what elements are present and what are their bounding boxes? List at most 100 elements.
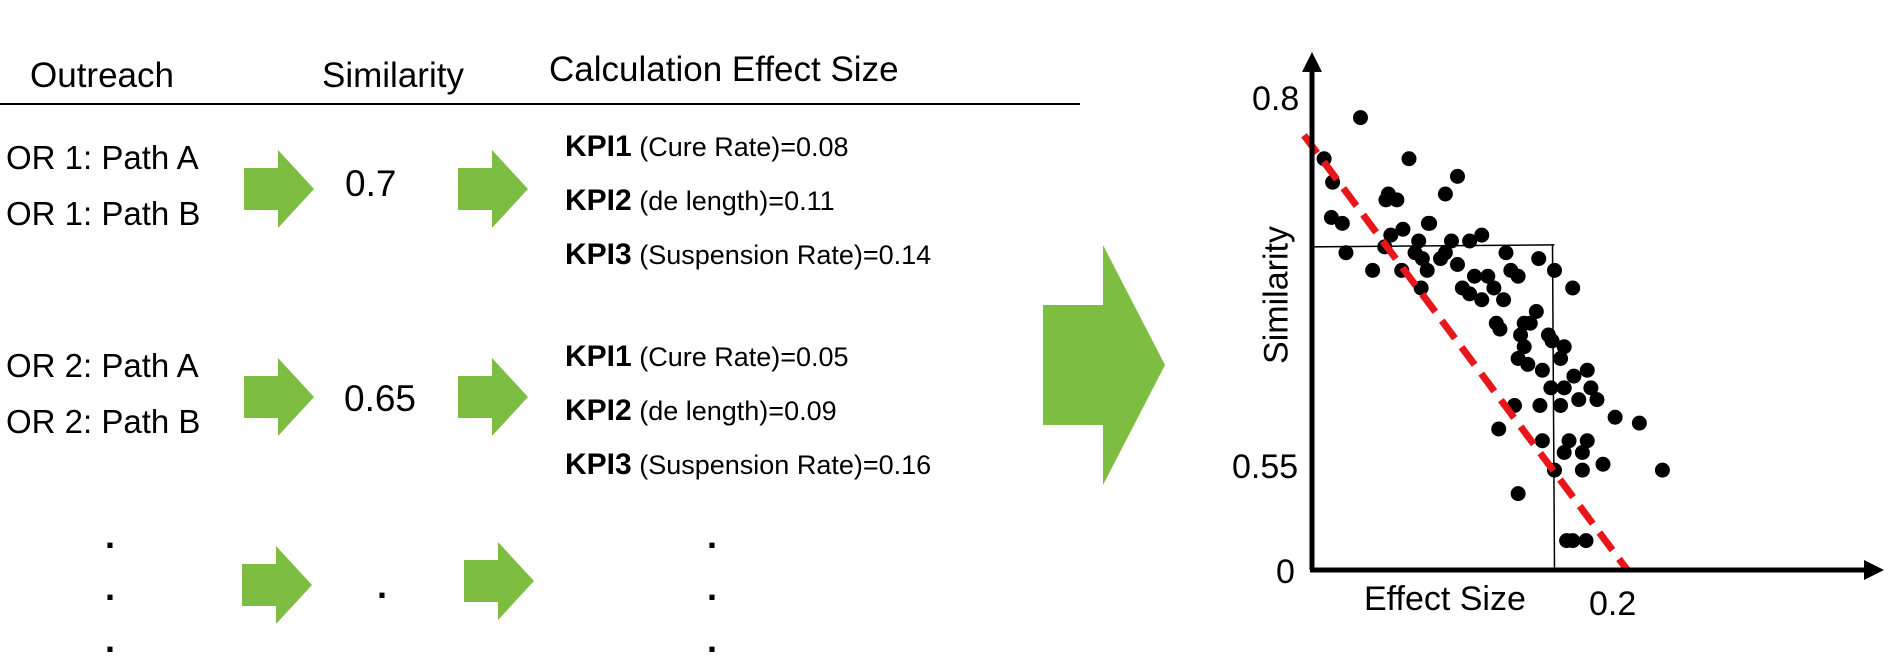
scatter-point — [1462, 233, 1478, 249]
scatter-point — [1561, 433, 1577, 449]
y-tick-max: 0.8 — [1252, 80, 1300, 118]
scatter-point — [1556, 339, 1572, 355]
group1-kpi3: KPI3 (Suspension Rate)=0.14 — [565, 238, 932, 271]
scatter-point — [1513, 327, 1529, 343]
scatter-point — [1401, 151, 1417, 167]
scatter-point — [1583, 380, 1599, 396]
scatter-point — [1565, 280, 1581, 296]
scatter-point — [1378, 192, 1394, 208]
scatter-point — [1450, 168, 1465, 184]
scatter-point — [1532, 398, 1548, 413]
scatter-point — [1579, 362, 1595, 378]
y-tick-mid: 0.55 — [1232, 448, 1299, 486]
arrow-right-icon — [464, 542, 534, 620]
reference-line-horizontal — [1311, 244, 1555, 248]
group1-similarity: 0.7 — [345, 163, 397, 204]
scatter-point — [1556, 380, 1572, 396]
y-axis-arrowhead-icon — [1302, 52, 1322, 72]
effect-size-ellipsis: . . . — [706, 515, 717, 660]
scatter-point — [1534, 433, 1550, 449]
y-tick-zero: 0 — [1276, 553, 1295, 591]
scatter-point — [1510, 486, 1526, 502]
scatter-point — [1450, 257, 1465, 272]
scatter-point — [1566, 368, 1582, 384]
x-tick-ref: 0.2 — [1589, 585, 1637, 623]
scatter-point — [1389, 192, 1405, 208]
group1-outreach-a: OR 1: Path A — [6, 139, 199, 176]
group2-kpi-list: KPI1 (Cure Rate)=0.05 KPI2 (de length)=0… — [565, 330, 931, 492]
scatter-points — [1316, 110, 1670, 549]
x-axis-arrowhead-icon — [1864, 560, 1884, 580]
big-arrow-right-icon — [1043, 245, 1165, 485]
scatter-point — [1437, 186, 1453, 202]
group1-kpi1: KPI1 (Cure Rate)=0.08 — [565, 130, 849, 163]
scatter-point — [1474, 292, 1490, 308]
scatter-point — [1414, 251, 1430, 267]
group1-outreach-b: OR 1: Path B — [6, 195, 201, 232]
scatter-point — [1474, 227, 1490, 243]
group1-kpi-list: KPI1 (Cure Rate)=0.08 KPI2 (de length)=0… — [565, 120, 931, 282]
scatter-point — [1480, 268, 1496, 284]
scatter-point — [1496, 292, 1512, 308]
scatter-point — [1595, 456, 1611, 472]
scatter-point — [1498, 245, 1514, 261]
arrow-right-icon — [244, 150, 314, 228]
group2-kpi1: KPI1 (Cure Rate)=0.05 — [565, 340, 849, 373]
scatter-point — [1556, 445, 1572, 460]
y-axis-label: Similarity — [1257, 226, 1296, 364]
scatter-point — [1589, 392, 1605, 408]
header-similarity: Similarity — [322, 56, 464, 95]
scatter-point — [1422, 215, 1438, 231]
scatter-point — [1503, 262, 1519, 278]
scatter-point — [1528, 304, 1544, 319]
scatter-point — [1334, 215, 1350, 231]
scatter-point — [1543, 380, 1559, 396]
group2-kpi3: KPI3 (Suspension Rate)=0.16 — [565, 448, 932, 481]
scatter-point — [1631, 415, 1647, 431]
header-outreach: Outreach — [30, 56, 174, 95]
scatter-point — [1522, 315, 1538, 331]
arrow-right-icon — [458, 150, 528, 228]
scatter-point — [1574, 445, 1590, 460]
scatter-point — [1443, 233, 1459, 249]
x-axis-label: Effect Size — [1364, 580, 1526, 618]
scatter-point — [1510, 351, 1526, 366]
scatter-point — [1547, 262, 1562, 278]
scatter-point — [1462, 286, 1478, 302]
arrow-right-icon — [242, 546, 312, 624]
scatter-point — [1492, 321, 1508, 337]
scatter-point — [1559, 533, 1575, 549]
header-divider — [0, 103, 1080, 105]
scatter-point — [1466, 268, 1482, 284]
group2-outreach-a: OR 2: Path A — [6, 347, 199, 384]
scatter-point — [1365, 262, 1381, 278]
scatter-point — [1353, 110, 1368, 126]
scatter-point — [1571, 392, 1587, 408]
arrow-right-icon — [244, 358, 314, 436]
group2-outreach-b: OR 2: Path B — [6, 403, 201, 440]
trend-line — [1301, 133, 1631, 573]
scatter-point — [1516, 339, 1532, 355]
scatter-point — [1531, 251, 1547, 267]
scatter-point — [1544, 333, 1560, 349]
scatter-point — [1607, 409, 1623, 425]
scatter-point — [1395, 221, 1411, 237]
outreach-ellipsis: . . . — [104, 515, 115, 660]
header-effect-size: Calculation Effect Size — [549, 50, 899, 89]
similarity-ellipsis: . — [376, 565, 387, 606]
scatter-point — [1534, 362, 1550, 378]
group1-kpi2: KPI2 (de length)=0.11 — [565, 184, 835, 217]
group2-similarity: 0.65 — [344, 378, 417, 419]
scatter-point — [1338, 245, 1354, 261]
scatter-point — [1419, 262, 1435, 278]
scatter-point — [1491, 421, 1507, 437]
scatter-point — [1413, 280, 1429, 296]
scatter-point — [1574, 462, 1590, 478]
scatter-point — [1578, 533, 1594, 549]
scatter-point — [1553, 351, 1569, 366]
scatter-point — [1411, 233, 1427, 249]
scatter-point — [1433, 251, 1449, 267]
scatter-point — [1486, 280, 1502, 296]
scatter-point — [1383, 227, 1399, 243]
